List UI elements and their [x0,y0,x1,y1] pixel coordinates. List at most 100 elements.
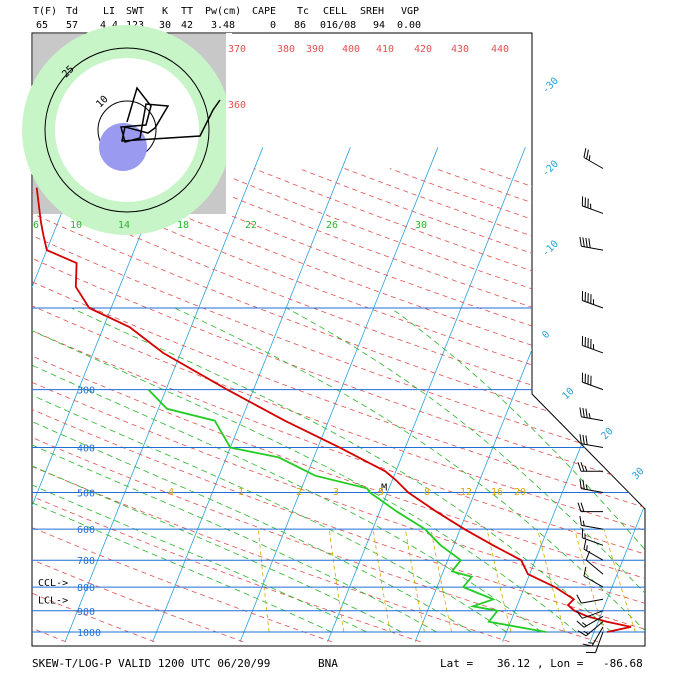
wind-barb-flag [576,594,582,604]
wind-barb-half-flag [588,413,591,419]
mixing-ratio-label: 3 [333,487,339,498]
temperature-profile [35,187,632,633]
pressure-label: 700 [77,556,95,567]
header-label-swt: SWT [126,6,144,17]
dry-adiabat-line [32,168,645,643]
max-parcel-marker: M [381,482,387,493]
mixing-ratio-label: 26 [326,220,338,231]
moist-adiabat-line [174,307,645,633]
dry-adiabat-line [32,168,645,643]
mixing-ratio-line [486,529,512,633]
wind-barb-flag [582,434,585,445]
footer-lon-label: , Lon = [537,657,584,670]
mixing-ratio-label: 8 [424,487,430,498]
wind-barb-flag [585,237,588,248]
isotherm-label: 0 [540,329,552,341]
dry-adiabat-line [32,168,645,643]
header-value-tc: 86 [294,20,306,31]
header-label-tc: Tc [297,6,309,17]
dry-adiabat-line [344,168,645,643]
header-label-cape: CAPE [252,6,276,17]
wind-barb-half-flag [588,155,591,161]
wind-barb-staff [583,548,604,561]
wind-barb [577,621,604,637]
dry-adiabat-line [434,168,645,643]
wind-barb [582,626,604,647]
isotherm-line [64,147,264,642]
wind-barb-staff [585,621,604,637]
footer-title: SKEW-T/LOG-P VALID 1200 UTC 06/20/99 [32,657,270,670]
header-value-vgp: 0.00 [397,20,421,31]
hodograph-ring-25 [44,47,210,213]
footer-lat: 36.12 [497,657,530,670]
wind-barb-flag [582,237,585,247]
wind-barb-staff [581,598,604,604]
mixing-ratio-label: 4 [168,487,174,498]
wind-barb-flag [585,435,588,445]
header-label-pw: Pw(cm) [205,6,241,17]
wind-barb-staff [583,575,604,588]
mixing-ratio-line [603,529,636,633]
wind-barb-staff [581,416,604,422]
mixing-ratio-label: 1 [238,487,244,498]
storm-motion-disk [99,123,147,171]
theta-label: 410 [376,44,394,55]
dry-adiabat-line [32,168,244,643]
mixing-ratio-label: 16 [491,487,503,498]
hodograph-trace [120,86,221,143]
wind-barb [579,434,604,449]
wind-barb-staff [591,626,604,647]
theta-label: 360 [228,100,246,111]
isotherm-label: 30 [630,466,646,482]
wind-barb [577,462,603,472]
header-value-sreh: 94 [373,20,385,31]
wind-barb [585,631,604,654]
wind-barb-flag [580,462,585,472]
isotherm-label: 20 [599,426,615,442]
wind-barb-flag [583,148,587,158]
wind-barb-staff [595,631,604,653]
wind-barb [581,372,604,391]
isotherm-label: -10 [540,239,561,260]
wind-barb-flag [582,643,593,647]
header-value-cell: 016/08 [320,20,356,31]
header-value-li: 4.4 [100,20,118,31]
dry-adiabat-line [32,168,645,643]
wind-barb-half-flag [585,484,588,490]
wind-barb-flag [579,407,582,417]
dry-adiabat-line [32,168,645,643]
mixing-ratio-label: 18 [177,220,189,231]
wind-barb-staff [582,300,604,309]
theta-label: 430 [451,44,469,55]
wind-barb-flag [580,502,585,512]
mixing-ratio-label: 14 [118,220,130,231]
moist-adiabat-line [390,307,645,633]
header-label-li: LI [103,6,115,17]
wind-barb-staff [583,157,604,169]
wind-barb [576,594,604,604]
header-value-tt: 42 [181,20,193,31]
wind-barb-flag [577,502,582,512]
level-marker: LCL-> [38,595,68,606]
mixing-ratio-label: 22 [245,220,257,231]
dry-adiabat-line [32,168,155,643]
mixing-ratio-label: 30 [415,220,427,231]
moist-adiabat-line [32,307,507,633]
mixing-ratio-line [328,529,345,633]
wind-barb-flag [579,515,582,526]
wind-barb-half-flag [586,545,588,551]
wind-barb-flag [577,462,582,472]
wind-barb-flag [582,407,585,418]
dry-adiabat-line [32,168,333,643]
dry-adiabat-line [32,168,645,643]
sounding-profiles: M [35,187,632,633]
wind-barb-half-flag [588,642,594,644]
wind-barbs [576,148,604,654]
pressure-label: 800 [77,583,95,594]
header-value-k: 30 [159,20,171,31]
theta-label: 390 [306,44,324,55]
pressure-label: 400 [77,444,95,455]
wind-barb-staff [581,443,604,449]
wind-barb-half-flag [582,622,587,627]
wind-barb-half-flag [584,466,588,472]
